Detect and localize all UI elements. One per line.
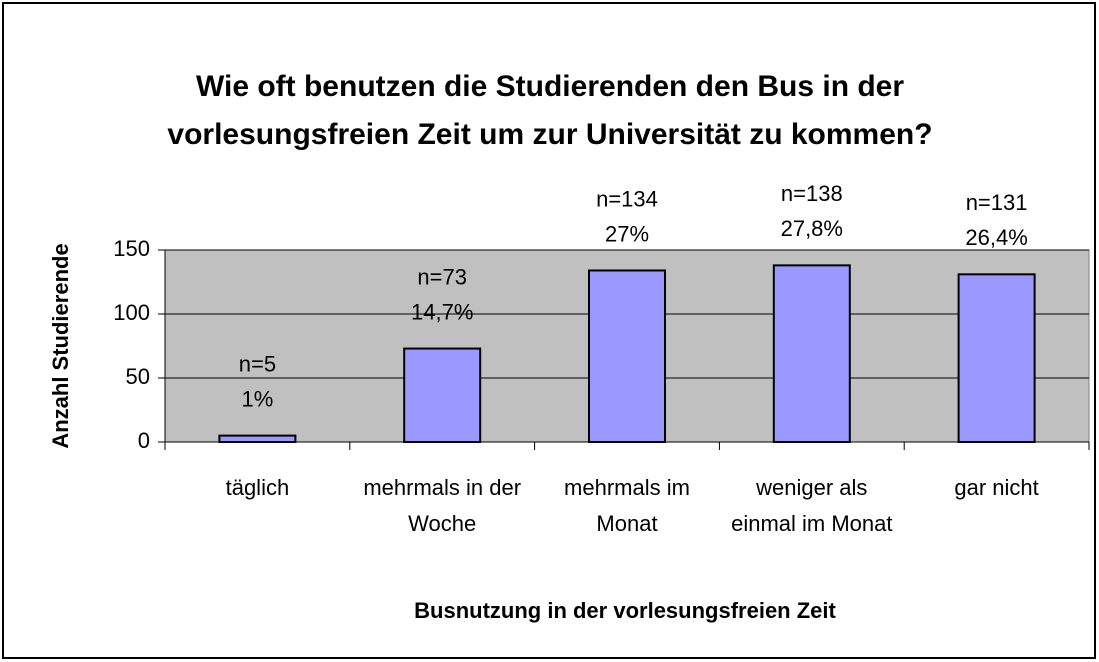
y-tick-label: 150 xyxy=(113,236,150,261)
data-label: n=138 xyxy=(781,181,843,206)
x-tick-label: weniger als einmal im Monat xyxy=(731,475,893,536)
data-label: n=131 xyxy=(966,190,1028,215)
data-label: 27,8% xyxy=(781,216,843,241)
data-label: n=134 xyxy=(596,186,658,211)
bar xyxy=(772,264,851,443)
x-tick-label: gar nicht xyxy=(954,475,1039,500)
y-axis-title: Anzahl Studierende xyxy=(48,243,73,448)
bar xyxy=(588,269,666,444)
y-tick-label: 100 xyxy=(113,300,150,325)
bar xyxy=(218,434,297,444)
x-tick-label: mehrmals im Monat xyxy=(564,475,690,536)
y-tick-label: 0 xyxy=(138,428,150,453)
data-label: n=73 xyxy=(417,264,467,289)
data-label: 27% xyxy=(605,221,649,246)
bar xyxy=(957,273,1036,443)
x-tick-label: mehrmals in der Woche xyxy=(363,475,522,536)
data-label: 26,4% xyxy=(965,225,1027,250)
x-axis-title: Busnutzung in der vorlesungsfreien Zeit xyxy=(414,598,836,623)
chart-title: Wie oft benutzen die Studierenden den Bu… xyxy=(167,70,933,151)
data-label: n=5 xyxy=(239,351,276,376)
bar xyxy=(403,347,482,443)
y-tick-label: 50 xyxy=(126,364,150,389)
data-label: 1% xyxy=(242,386,274,411)
data-label: 14,7% xyxy=(411,299,473,324)
x-tick-label: täglich xyxy=(225,475,290,500)
